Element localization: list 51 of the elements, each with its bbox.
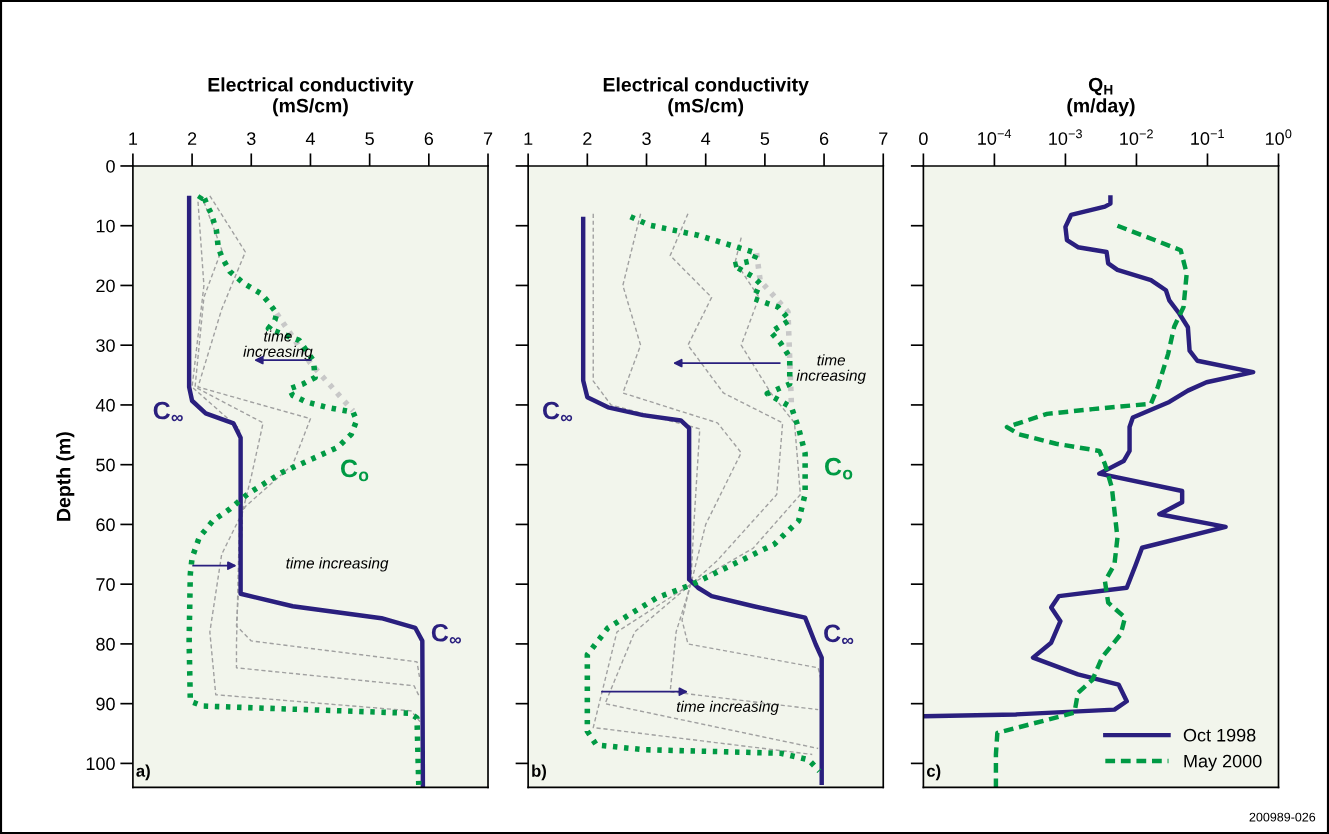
y-tick-label: 60 — [96, 518, 115, 532]
annotation: time increasing — [676, 700, 779, 715]
x-axis-title: Electrical conductivity (mS/cm) — [208, 77, 414, 117]
x-tick-label: 5 — [365, 132, 374, 146]
x-tick-label: 4 — [701, 132, 711, 145]
x-tick-label: 1 — [129, 132, 138, 145]
y-tick-label: 80 — [96, 637, 115, 651]
legend-label: May 2000 — [1184, 754, 1262, 772]
y-tick-label: 20 — [96, 279, 115, 293]
y-tick-label: 50 — [96, 458, 115, 472]
x-tick-label: 1 — [524, 132, 533, 145]
y-tick-label: 70 — [96, 578, 115, 591]
annotation: a) — [136, 764, 150, 781]
annotation: time increasing — [286, 557, 389, 572]
x-tick-label: 10$^{−4}$ — [978, 129, 1012, 145]
legend-label: Oct 1998 — [1183, 728, 1256, 742]
x-axis-title: Electrical conductivity (mS/cm) — [603, 77, 809, 117]
x-tick-label: 6 — [819, 132, 829, 146]
x-tick-label: 10$^{−3}$ — [1049, 129, 1082, 146]
annotation: c) — [926, 764, 941, 781]
annotation: time increasing — [243, 330, 313, 360]
annotation: C$_{∞}$ — [824, 624, 854, 645]
annotation: C$_{o}$ — [341, 459, 369, 482]
x-tick-label: 6 — [424, 132, 434, 146]
x-tick-label: 2 — [187, 132, 197, 145]
x-tick-label: 10$^{−2}$ — [1120, 129, 1153, 146]
y-axis-title: Depth (m) — [56, 432, 75, 521]
y-tick-label: 0 — [106, 159, 115, 173]
annotation: time increasing — [796, 354, 866, 384]
annotation: C$_{∞}$ — [543, 401, 573, 422]
x-tick-label: 10$^{−1}$ — [1191, 129, 1224, 145]
x-tick-label: 4 — [305, 132, 315, 145]
x-tick-label: 0 — [919, 132, 928, 146]
x-tick-label: 10$^{0}$ — [1265, 129, 1292, 146]
x-tick-label: 5 — [760, 132, 770, 146]
x-axis-title: Q$_{H}$ (m/day) — [1067, 77, 1135, 117]
text: 200989-026 — [1249, 812, 1316, 822]
annotation: C$_{∞}$ — [431, 623, 461, 644]
x-tick-label: 3 — [642, 132, 651, 146]
annotation: C$_{∞}$ — [153, 401, 183, 422]
y-tick-label: 40 — [95, 398, 115, 412]
y-tick-label: 100 — [86, 757, 115, 771]
y-tick-label: 90 — [96, 697, 115, 711]
annotation: C$_{o}$ — [825, 457, 853, 480]
x-tick-label: 7 — [879, 132, 888, 145]
y-tick-label: 30 — [96, 339, 115, 352]
x-tick-label: 7 — [483, 132, 493, 145]
x-tick-label: 2 — [583, 132, 592, 145]
x-tick-label: 3 — [246, 132, 256, 146]
annotation: b) — [532, 764, 546, 781]
y-tick-label: 10 — [96, 219, 115, 233]
